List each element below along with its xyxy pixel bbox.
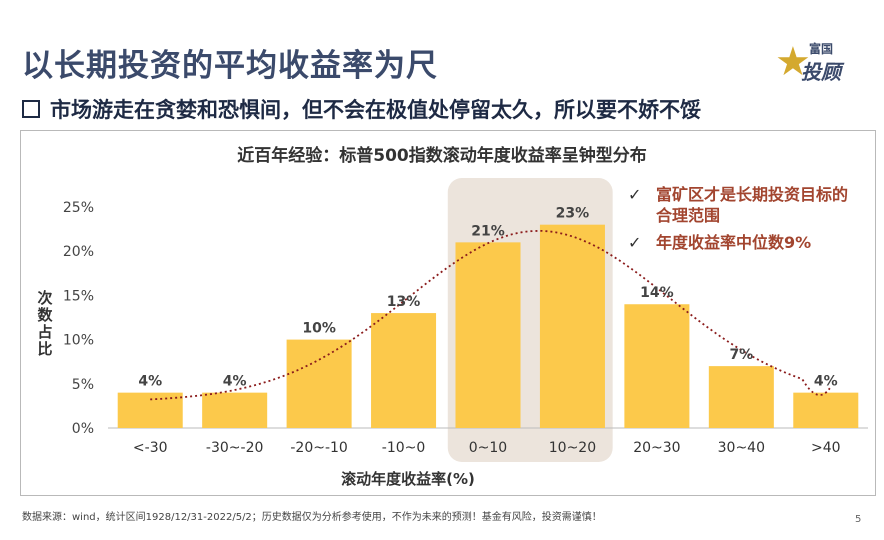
x-tick-label: -10~0 bbox=[382, 440, 426, 456]
note-text: 年度收益率中位数9% bbox=[656, 233, 812, 252]
x-tick-label: >40 bbox=[811, 440, 841, 456]
data-source-note: 数据来源：wind，统计区间1928/12/31-2022/5/2；历史数据仅为… bbox=[22, 512, 602, 523]
data-label: 21% bbox=[471, 223, 505, 239]
bar bbox=[624, 304, 690, 428]
bar bbox=[202, 392, 268, 428]
y-axis-label-char: 比 bbox=[37, 340, 52, 358]
chart-title: 近百年经验：标普500指数滚动年度收益率呈钟型分布 bbox=[237, 146, 647, 166]
y-tick-label: 0% bbox=[72, 421, 94, 437]
checkbox-icon bbox=[22, 100, 40, 118]
chart-notes: ✓ 富矿区才是长期投资目标的合理范围 ✓ 年度收益率中位数9% bbox=[626, 184, 856, 259]
bar bbox=[455, 242, 521, 428]
bar bbox=[708, 366, 774, 428]
data-label: 4% bbox=[138, 374, 162, 390]
brand-logo: ★ 富国 投顾 bbox=[775, 38, 871, 84]
bar bbox=[286, 339, 352, 428]
y-tick-label: 20% bbox=[63, 244, 94, 260]
trend-curve bbox=[150, 230, 831, 401]
bar bbox=[371, 313, 437, 428]
data-label: 4% bbox=[814, 374, 838, 390]
star-icon: ★ bbox=[775, 39, 811, 85]
page-number: 5 bbox=[855, 514, 862, 525]
y-tick-label: 10% bbox=[63, 333, 94, 349]
bar bbox=[539, 224, 605, 428]
bar bbox=[117, 392, 183, 428]
note-text: 富矿区才是长期投资目标的合理范围 bbox=[656, 185, 849, 225]
data-label: 4% bbox=[223, 374, 247, 390]
x-tick-label: 0~10 bbox=[469, 440, 507, 456]
data-label: 7% bbox=[729, 347, 753, 363]
x-tick-label: 30~40 bbox=[718, 440, 765, 456]
check-icon: ✓ bbox=[628, 233, 642, 252]
x-tick-label: -20~-10 bbox=[290, 440, 347, 456]
x-tick-label: 10~20 bbox=[549, 440, 596, 456]
x-tick-label: -30~-20 bbox=[206, 440, 263, 456]
y-tick-label: 15% bbox=[63, 288, 94, 304]
x-tick-label: <-30 bbox=[133, 440, 168, 456]
y-axis-label-char: 次 bbox=[37, 289, 52, 307]
page-title: 以长期投资的平均收益率为尺 bbox=[22, 48, 438, 84]
check-icon: ✓ bbox=[628, 185, 642, 204]
y-tick-label: 25% bbox=[63, 200, 94, 216]
data-label: 14% bbox=[640, 285, 674, 301]
data-label: 10% bbox=[302, 321, 336, 337]
x-tick-label: 20~30 bbox=[633, 440, 680, 456]
subtitle-text: 市场游走在贪婪和恐惧间，但不会在极值处停留太久，所以要不娇不馁 bbox=[50, 98, 701, 122]
x-axis-label: 滚动年度收益率(%) bbox=[341, 470, 475, 488]
logo-bottom-text: 投顾 bbox=[801, 60, 841, 84]
data-label: 23% bbox=[556, 206, 590, 222]
y-axis-label-char: 数 bbox=[37, 306, 53, 324]
y-tick-label: 5% bbox=[72, 377, 94, 393]
y-axis-label-char: 占 bbox=[37, 323, 52, 341]
note-item: ✓ 年度收益率中位数9% bbox=[626, 232, 856, 253]
page-subtitle: 市场游走在贪婪和恐惧间，但不会在极值处停留太久，所以要不娇不馁 bbox=[22, 94, 701, 124]
logo-top-text: 富国 bbox=[809, 42, 834, 56]
note-item: ✓ 富矿区才是长期投资目标的合理范围 bbox=[626, 184, 856, 226]
bar bbox=[793, 392, 859, 428]
data-label: 13% bbox=[387, 294, 421, 310]
